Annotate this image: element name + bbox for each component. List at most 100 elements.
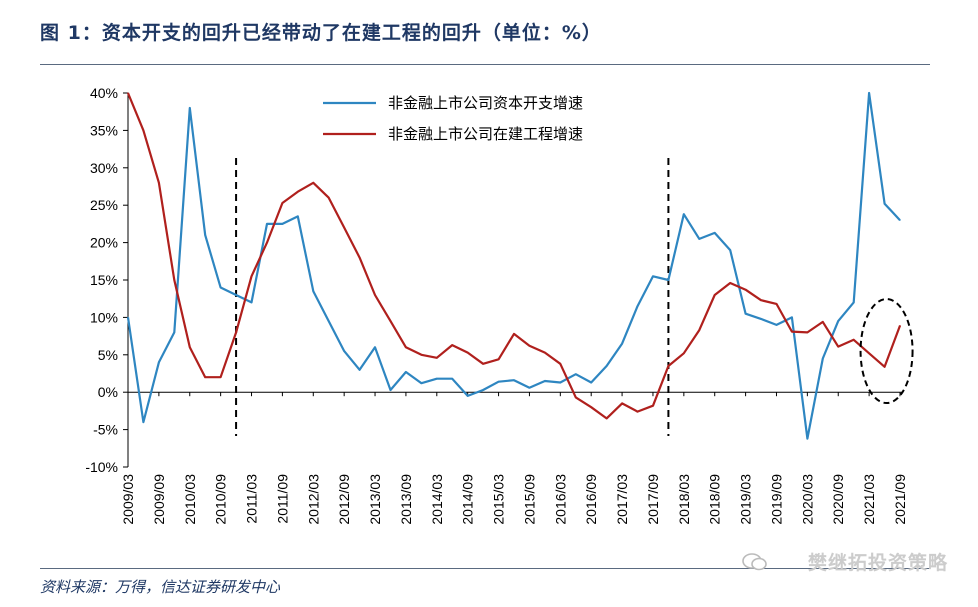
point-construction (899, 325, 901, 327)
point-capex (204, 234, 206, 236)
point-construction (220, 376, 222, 378)
watermark: 樊继拓投资策略 (807, 552, 948, 574)
point-capex (698, 238, 700, 240)
y-tick-label: 25% (90, 197, 118, 213)
point-construction (606, 417, 608, 419)
x-tick-label: 2016/09 (583, 474, 599, 525)
point-capex (590, 381, 592, 384)
axes (127, 93, 902, 467)
point-construction (528, 345, 531, 347)
y-tick-label: 30% (90, 160, 118, 176)
point-construction (683, 352, 685, 354)
point-capex (806, 437, 808, 440)
x-tick-label: 2009/09 (151, 474, 167, 525)
point-construction (714, 294, 716, 296)
point-construction (853, 339, 855, 341)
point-construction (266, 242, 268, 244)
point-construction (127, 92, 129, 94)
wechat-icon (742, 553, 767, 571)
x-tick-label: 2019/03 (738, 474, 754, 525)
x-tick-label: 2012/09 (336, 474, 352, 525)
legend-label: 非金融上市公司资本开支增速 (388, 94, 583, 112)
point-capex (544, 380, 546, 382)
point-construction (189, 346, 191, 348)
point-capex (745, 313, 747, 315)
y-tick-label: 35% (90, 122, 118, 138)
point-capex (420, 382, 422, 384)
x-tick-label: 2017/09 (645, 474, 661, 525)
point-construction (883, 366, 886, 368)
y-tick-label: 10% (90, 309, 118, 325)
point-construction (343, 227, 345, 229)
point-capex (606, 365, 608, 367)
vertical-markers (235, 158, 670, 436)
point-capex (760, 318, 762, 320)
point-capex (142, 421, 145, 423)
point-construction (451, 344, 453, 346)
point-capex (220, 286, 222, 289)
point-capex (451, 378, 453, 380)
highlight-ellipse (859, 298, 914, 405)
y-tick-label: 40% (90, 85, 118, 101)
x-tick-label: 2015/03 (491, 474, 507, 525)
footer-divider (40, 568, 930, 569)
point-capex (235, 294, 237, 296)
x-tick-label: 2013/03 (367, 474, 383, 525)
x-tick-label: 2018/03 (676, 474, 692, 525)
y-axis-ticks: -10% -5% 0% 5% 10% 15% 20% 25% 30% 35% 40% (85, 85, 128, 475)
chart-title: 图 1：资本开支的回升已经带动了在建工程的回升（单位：%） (40, 22, 602, 44)
point-capex (189, 107, 191, 109)
point-construction (575, 396, 577, 399)
dashed-ellipse (859, 298, 914, 405)
point-construction (405, 346, 407, 348)
x-tick-label: 2010/03 (182, 474, 198, 525)
point-capex (127, 316, 129, 318)
point-capex (575, 373, 577, 375)
point-capex (621, 342, 623, 345)
point-construction (204, 376, 206, 378)
point-capex (482, 389, 484, 391)
point-construction (312, 182, 314, 184)
point-construction (745, 289, 747, 291)
x-tick-label: 2020/09 (830, 474, 846, 525)
point-capex (667, 279, 670, 281)
point-capex (173, 331, 175, 333)
point-capex (250, 301, 253, 304)
y-tick-label: 15% (90, 272, 118, 288)
point-construction (158, 182, 160, 184)
x-tick-label: 2012/03 (305, 474, 321, 525)
point-construction (235, 331, 237, 333)
y-tick-label: -10% (85, 459, 118, 475)
point-capex (436, 378, 438, 380)
point-construction (482, 363, 484, 365)
point-construction (729, 282, 731, 284)
point-capex (714, 232, 716, 234)
x-tick-label: 2021/09 (892, 474, 908, 525)
x-tick-label: 2009/03 (120, 474, 136, 525)
point-construction (281, 202, 283, 204)
point-construction (559, 363, 561, 365)
x-tick-label: 2013/09 (398, 474, 414, 525)
point-construction (621, 402, 623, 405)
x-tick-label: 2021/03 (861, 474, 877, 525)
point-capex (497, 381, 500, 383)
x-tick-label: 2020/03 (799, 474, 815, 525)
point-capex (883, 203, 886, 205)
point-construction (760, 299, 762, 301)
series-line-capex (126, 91, 901, 440)
x-tick-label: 2011/03 (244, 474, 260, 524)
x-tick-label: 2017/03 (614, 474, 630, 525)
point-capex (652, 275, 654, 277)
point-construction (636, 411, 639, 413)
line-chart: -10% -5% 0% 5% 10% 15% 20% 25% 30% 35% 40% 2009/03… (85, 85, 914, 525)
y-tick-label: 5% (98, 347, 118, 363)
point-construction (297, 191, 299, 193)
x-tick-label: 2014/09 (460, 474, 476, 525)
point-construction (250, 275, 253, 277)
point-capex (837, 320, 839, 322)
point-capex (899, 219, 901, 221)
point-capex (467, 395, 469, 397)
point-construction (806, 331, 808, 333)
point-construction (544, 351, 546, 354)
point-capex (405, 371, 407, 373)
